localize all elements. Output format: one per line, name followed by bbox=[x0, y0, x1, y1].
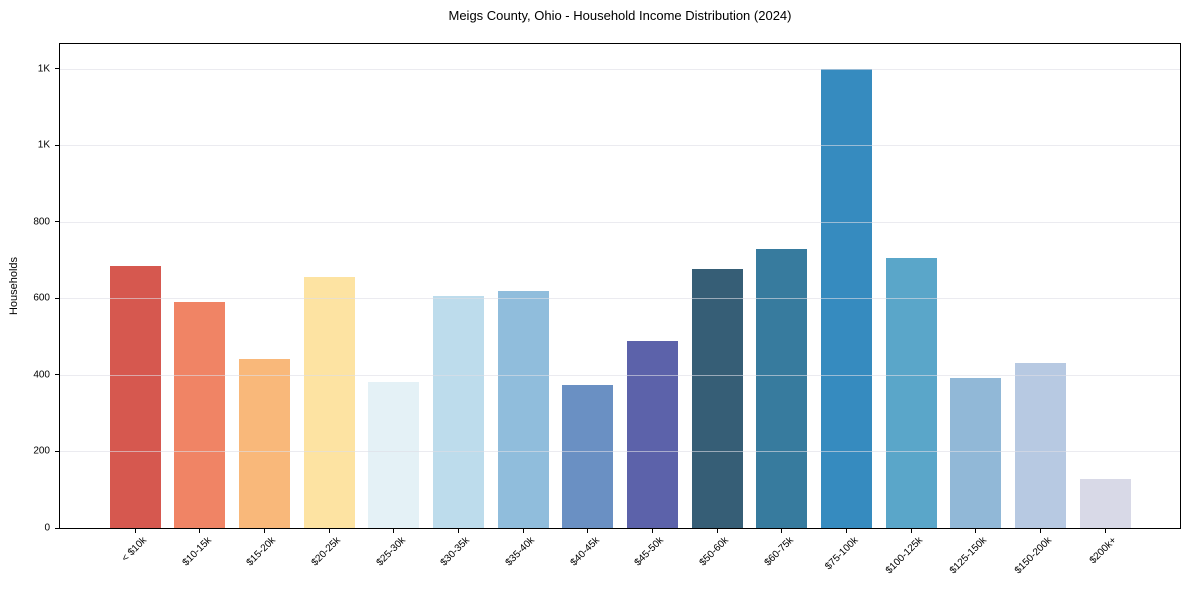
y-tick-mark bbox=[55, 221, 60, 223]
bar-$50-60k bbox=[691, 268, 743, 528]
y-tick-mark bbox=[55, 527, 60, 529]
gridline-600 bbox=[60, 298, 1180, 300]
y-tick-label: 0 bbox=[44, 522, 50, 534]
x-tick-label-$200k+: $200k+ bbox=[1087, 535, 1119, 567]
y-tick-mark bbox=[55, 374, 60, 376]
x-tick-label-$10-15k: $10-15k bbox=[180, 535, 214, 569]
x-tick-label-$25-30k: $25-30k bbox=[374, 535, 408, 569]
x-tick-mark bbox=[522, 528, 524, 533]
x-tick-label-$150-200k: $150-200k bbox=[1012, 535, 1055, 577]
bar-$150-200k bbox=[1014, 362, 1066, 528]
y-tick-label: 600 bbox=[33, 292, 50, 304]
x-tick-mark bbox=[1104, 528, 1106, 533]
bar-$200k+ bbox=[1079, 478, 1131, 528]
y-tick-mark bbox=[55, 450, 60, 452]
gridline-1200 bbox=[60, 68, 1180, 70]
y-tick-label: 1K bbox=[37, 139, 50, 151]
y-tick-mark bbox=[55, 68, 60, 70]
x-tick-mark bbox=[328, 528, 330, 533]
y-tick-label: 400 bbox=[33, 369, 50, 381]
x-tick-label-$15-20k: $15-20k bbox=[244, 535, 279, 569]
x-tick-label-$125-150k: $125-150k bbox=[948, 535, 990, 577]
x-tick-mark bbox=[134, 528, 136, 533]
bar-< $10k bbox=[109, 265, 161, 528]
bar-$35-40k bbox=[497, 291, 549, 528]
bar-$10-15k bbox=[174, 301, 226, 528]
bar-$45-50k bbox=[626, 341, 678, 528]
x-tick-label-$60-75k: $60-75k bbox=[762, 535, 796, 569]
bar-$25-30k bbox=[368, 382, 420, 528]
bar-$60-75k bbox=[756, 248, 808, 528]
y-tick-label: 1K bbox=[37, 63, 50, 75]
x-tick-mark bbox=[587, 528, 589, 533]
x-tick-mark bbox=[457, 528, 459, 533]
x-tick-label-$45-50k: $45-50k bbox=[632, 535, 667, 569]
gridline-400 bbox=[60, 374, 1180, 376]
bar-$40-45k bbox=[562, 385, 614, 528]
x-tick-mark bbox=[716, 528, 718, 533]
y-axis-label: Households bbox=[8, 256, 20, 316]
x-tick-mark bbox=[781, 528, 783, 533]
bar-$30-35k bbox=[432, 296, 484, 528]
chart-title: Meigs County, Ohio - Household Income Di… bbox=[448, 8, 792, 23]
bar-$100-125k bbox=[885, 258, 937, 528]
plot-area bbox=[59, 43, 1181, 529]
x-tick-label-< $10k: < $10k bbox=[119, 535, 149, 565]
x-tick-label-$30-35k: $30-35k bbox=[438, 535, 473, 569]
x-tick-label-$40-45k: $40-45k bbox=[568, 535, 602, 569]
bar-$125-150k bbox=[950, 378, 1002, 528]
x-tick-label-$100-125k: $100-125k bbox=[883, 535, 925, 577]
x-tick-mark bbox=[975, 528, 977, 533]
x-tick-label-$75-100k: $75-100k bbox=[822, 535, 861, 573]
x-tick-mark bbox=[910, 528, 912, 533]
x-tick-mark bbox=[393, 528, 395, 533]
y-tick-mark bbox=[55, 144, 60, 146]
x-tick-mark bbox=[651, 528, 653, 533]
gridline-1000 bbox=[60, 145, 1180, 147]
y-tick-label: 200 bbox=[33, 445, 50, 457]
plot-frame bbox=[59, 43, 1181, 529]
gridline-800 bbox=[60, 221, 1180, 223]
y-tick-mark bbox=[55, 297, 60, 299]
x-tick-mark bbox=[199, 528, 201, 533]
x-tick-mark bbox=[263, 528, 265, 533]
x-tick-label-$20-25k: $20-25k bbox=[309, 535, 343, 569]
x-tick-mark bbox=[1039, 528, 1041, 533]
x-tick-label-$50-60k: $50-60k bbox=[697, 535, 731, 569]
x-tick-mark bbox=[845, 528, 847, 533]
bar-$15-20k bbox=[238, 358, 290, 528]
gridline-200 bbox=[60, 451, 1180, 453]
x-tick-label-$35-40k: $35-40k bbox=[503, 535, 537, 569]
bar-$20-25k bbox=[303, 276, 355, 528]
y-tick-label: 800 bbox=[33, 216, 50, 228]
